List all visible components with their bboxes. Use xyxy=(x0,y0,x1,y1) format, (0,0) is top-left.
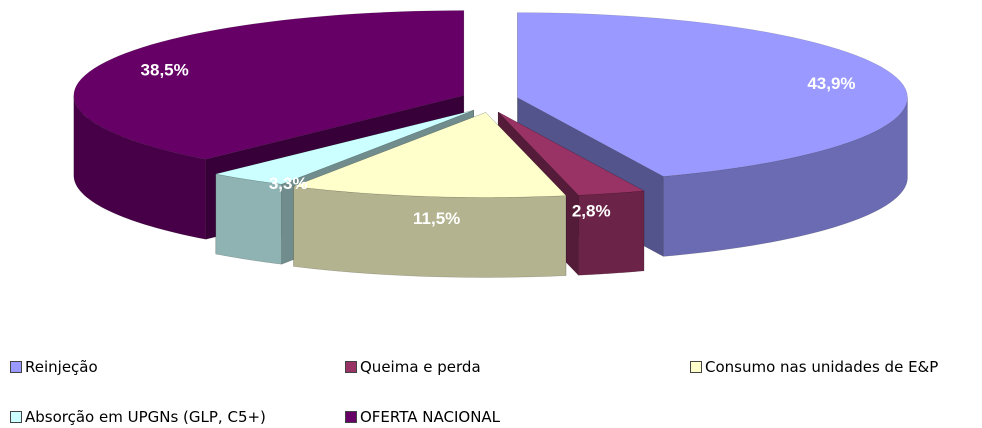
legend-swatch xyxy=(345,361,357,373)
legend-swatch xyxy=(10,361,22,373)
legend-item: OFERTA NACIONAL xyxy=(345,408,500,426)
data-label: 3,3% xyxy=(269,174,308,193)
legend-label: Absorção em UPGNs (GLP, C5+) xyxy=(25,408,266,426)
legend-swatch xyxy=(10,411,22,423)
legend-item: Reinjeção xyxy=(10,358,98,376)
legend-label: Queima e perda xyxy=(360,358,481,376)
slice xyxy=(293,112,567,198)
data-label: 2,8% xyxy=(572,202,611,221)
legend-item: Queima e perda xyxy=(345,358,481,376)
data-label: 43,9% xyxy=(807,74,855,93)
legend-label: Reinjeção xyxy=(25,358,98,376)
slice xyxy=(215,110,474,185)
data-label: 11,5% xyxy=(413,209,460,228)
legend-swatch xyxy=(690,361,702,373)
legend-item: Absorção em UPGNs (GLP, C5+) xyxy=(10,408,266,426)
legend-label: Consumo nas unidades de E&P xyxy=(705,358,939,376)
data-label: 38,5% xyxy=(141,60,189,79)
slice xyxy=(73,10,465,160)
legend-label: OFERTA NACIONAL xyxy=(360,408,501,426)
slice xyxy=(517,12,908,177)
slice xyxy=(497,111,645,196)
chart: 43,9% 2,8% 11,5% 3,3% 38,5% xyxy=(73,10,908,278)
slice-side xyxy=(293,186,567,278)
legend-swatch xyxy=(345,411,357,423)
legend-item: Consumo nas unidades de E&P xyxy=(690,358,938,376)
slice-side xyxy=(73,95,207,240)
